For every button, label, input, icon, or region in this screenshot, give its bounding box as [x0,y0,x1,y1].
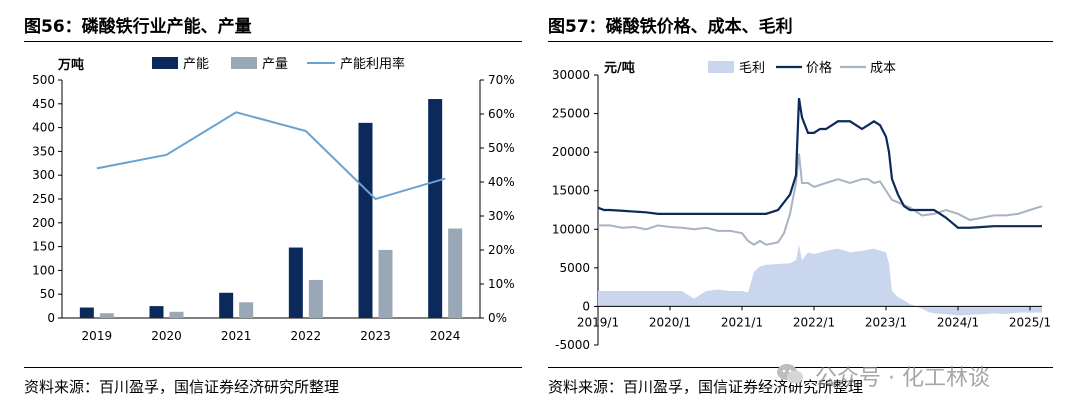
legend-label-price: 价格 [806,60,832,76]
right-xtick-label: 2022/1 [793,315,835,329]
price-line [597,97,1042,229]
legend-swatch-0 [152,57,178,69]
left-y2tick-label: 20% [488,243,515,257]
left-ytick-label: 450 [32,97,55,111]
legend-swatch-margin [708,61,734,73]
left-ytick-label: 0 [47,311,55,325]
bar-capacity [219,292,234,318]
right-xtick-label: 2025/1 [1009,315,1051,329]
left-ytick-label: 50 [40,287,55,301]
left-y2tick-label: 40% [488,175,515,189]
right-figure-title: 图57：磷酸铁价格、成本、毛利 [548,17,793,37]
bar-production [169,311,184,318]
bar-production [308,279,323,318]
utilization-line [96,111,446,201]
right-title-rule [548,41,1053,42]
legend-swatch-1 [231,57,257,69]
right-xtick-label: 2023/1 [865,315,907,329]
left-source-rule [24,367,522,368]
legend-label-cost: 成本 [870,61,896,76]
bar-capacity [428,99,443,318]
right-source-rule [548,367,1053,368]
bar-capacity [149,306,164,318]
right-ytick-label: 5000 [559,261,590,275]
left-ytick-label: 150 [32,240,55,254]
right-source: 资料来源：百川盈孚，国信证券经济研究所整理 [548,378,864,396]
left-unit-label: 万吨 [57,57,84,73]
price-chart: 元/吨 毛利 价格 成本 -5000 0 5000 10000 15000 20000 25000 3… [552,60,1051,352]
left-xtick-label: 2019 [82,329,113,343]
left-ytick-label: 100 [32,263,55,277]
right-ytick-label: 25000 [552,107,590,121]
right-ytick-label: 30000 [552,68,590,82]
left-source: 资料来源：百川盈孚，国信证券经济研究所整理 [24,378,340,396]
bar-capacity [358,122,373,318]
right-ytick-label: 0 [582,299,590,313]
left-figure-title: 图56：磷酸铁行业产能、产量 [24,17,252,37]
bar-capacity [79,307,94,318]
legend-label-2: 产能利用率 [340,56,405,72]
bar-production [99,313,114,318]
left-xtick-label: 2020 [151,329,182,343]
watermark: 公众号 · 化工林谈 [815,366,990,391]
bar-capacity [288,247,303,318]
left-ytick-label: 350 [32,144,55,158]
right-xtick-label: 2021/1 [721,315,763,329]
left-ytick-label: 200 [32,216,55,230]
right-xtick-label: 2024/1 [937,315,979,329]
right-xtick-label: 2019/1 [577,315,619,329]
legend-label-1: 产量 [262,57,288,72]
left-ytick-label: 300 [32,168,55,182]
right-ytick-label: 15000 [552,184,590,198]
left-xtick-label: 2021 [221,329,252,343]
bar-production [378,249,393,318]
left-y2tick-label: 50% [488,141,515,155]
left-xtick-label: 2023 [360,329,391,343]
bar-production [448,228,463,318]
right-unit-label: 元/吨 [604,60,635,76]
left-xtick-label: 2022 [291,329,322,343]
left-panel: 图56：磷酸铁行业产能、产量 万吨 产能 产量 产能利用率 0 50 100 150 200 25… [0,0,530,417]
left-y2tick-label: 60% [488,107,515,121]
left-xtick-label: 2024 [430,329,461,343]
left-ytick-label: 500 [32,73,55,87]
right-ytick-label: 10000 [552,222,590,236]
right-panel: 图57：磷酸铁价格、成本、毛利 元/吨 毛利 价格 成本 -5000 0 5000 10000… [540,0,1075,417]
right-ytick-label: -5000 [555,338,590,352]
cost-line [598,153,1043,246]
right-ytick-label: 20000 [552,145,590,159]
right-xtick-label: 2020/1 [649,315,691,329]
capacity-chart: 万吨 产能 产量 产能利用率 0 50 100 150 200 250 300 350 400 450 50… [32,56,515,343]
left-y2tick-label: 30% [488,209,515,223]
left-ytick-label: 250 [32,192,55,206]
wechat-icon [777,364,803,384]
legend-label-margin: 毛利 [739,61,765,76]
margin-area [598,244,1042,316]
left-y2tick-label: 10% [488,277,515,291]
left-y2tick-label: 70% [488,73,515,87]
left-title-rule [24,41,522,42]
left-ytick-label: 400 [32,121,55,135]
bar-production [239,302,254,318]
legend-label-0: 产能 [183,57,209,72]
left-y2tick-label: 0% [488,311,507,325]
